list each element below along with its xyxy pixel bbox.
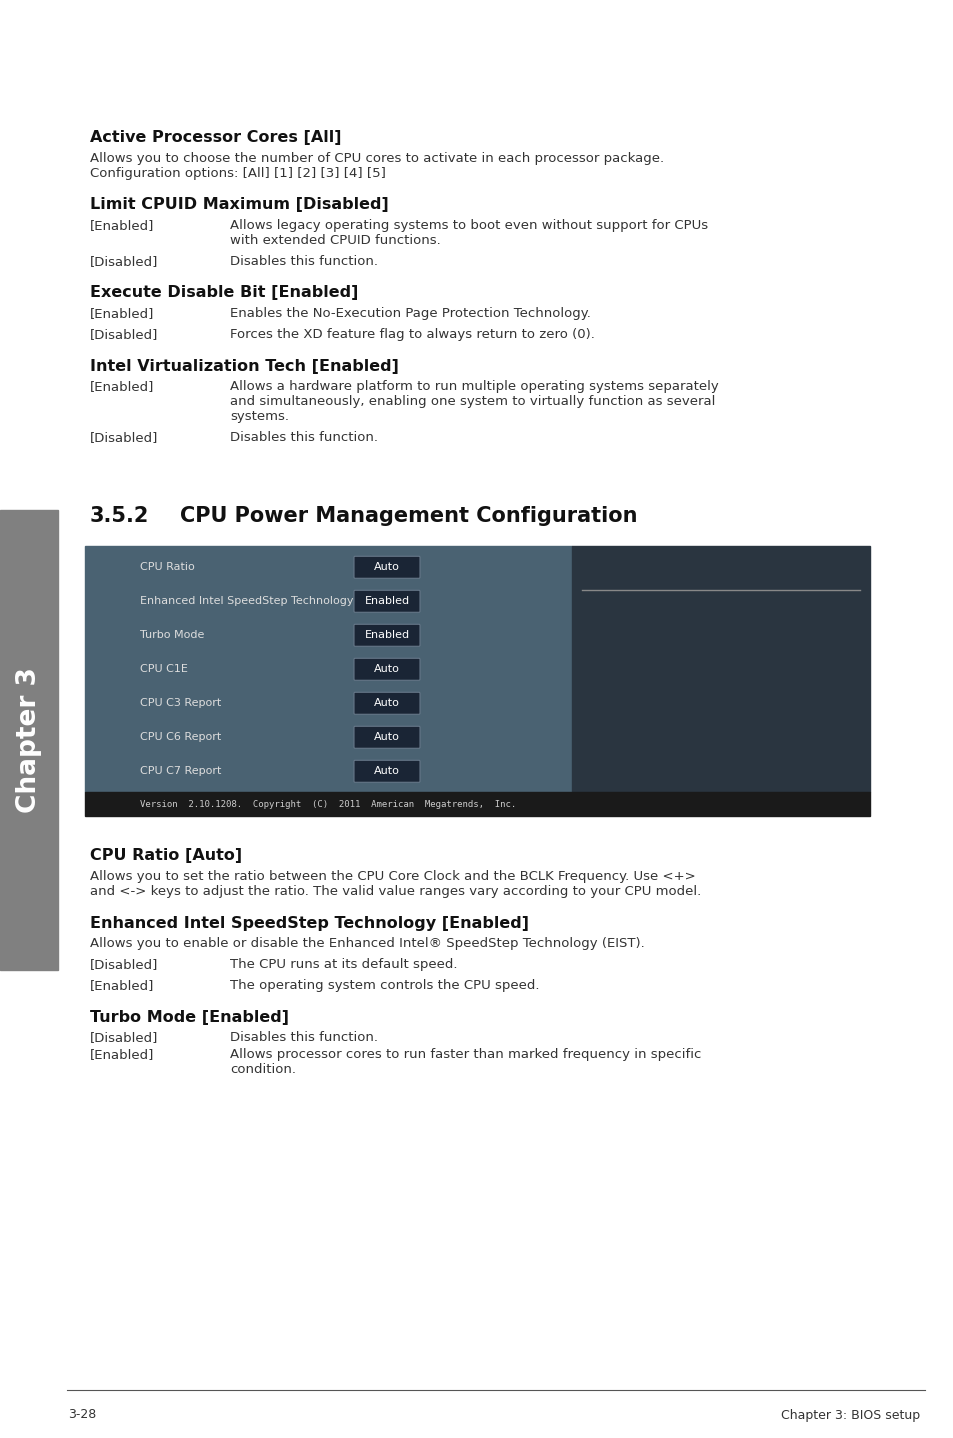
Text: Allows you to set the ratio between the CPU Core Clock and the BCLK Frequency. U: Allows you to set the ratio between the … [90, 870, 695, 883]
FancyBboxPatch shape [354, 761, 419, 782]
Text: Chapter 3: BIOS setup: Chapter 3: BIOS setup [781, 1408, 919, 1422]
Text: CPU Ratio [Auto]: CPU Ratio [Auto] [90, 848, 242, 863]
Text: systems.: systems. [230, 410, 289, 423]
FancyBboxPatch shape [354, 659, 419, 680]
Text: Enhanced Intel SpeedStep Technology: Enhanced Intel SpeedStep Technology [140, 597, 354, 607]
Text: Disables this function.: Disables this function. [230, 255, 377, 267]
Text: Forces the XD feature flag to always return to zero (0).: Forces the XD feature flag to always ret… [230, 328, 595, 341]
FancyBboxPatch shape [354, 557, 419, 578]
Text: and <-> keys to adjust the ratio. The valid value ranges vary according to your : and <-> keys to adjust the ratio. The va… [90, 884, 700, 897]
Text: Execute Disable Bit [Enabled]: Execute Disable Bit [Enabled] [90, 285, 358, 301]
Text: Allows you to choose the number of CPU cores to activate in each processor packa: Allows you to choose the number of CPU c… [90, 152, 663, 165]
Text: Allows processor cores to run faster than marked frequency in specific: Allows processor cores to run faster tha… [230, 1048, 700, 1061]
Text: Auto: Auto [374, 766, 399, 777]
Text: Disables this function.: Disables this function. [230, 430, 377, 443]
Text: [Enabled]: [Enabled] [90, 381, 154, 394]
FancyBboxPatch shape [354, 624, 419, 646]
Text: 3.5.2: 3.5.2 [90, 506, 150, 526]
FancyBboxPatch shape [354, 692, 419, 715]
Text: Active Processor Cores [All]: Active Processor Cores [All] [90, 129, 341, 145]
Text: [Disabled]: [Disabled] [90, 328, 158, 341]
Text: CPU C1E: CPU C1E [140, 664, 188, 674]
Text: [Enabled]: [Enabled] [90, 308, 154, 321]
Text: Enables the No-Execution Page Protection Technology.: Enables the No-Execution Page Protection… [230, 308, 590, 321]
Text: Chapter 3: Chapter 3 [16, 667, 42, 812]
Text: condition.: condition. [230, 1063, 295, 1076]
Text: CPU Ratio: CPU Ratio [140, 562, 194, 572]
Text: Auto: Auto [374, 664, 399, 674]
Text: Enabled: Enabled [364, 630, 409, 640]
Text: 3-28: 3-28 [68, 1408, 96, 1422]
Text: [Disabled]: [Disabled] [90, 958, 158, 971]
Text: Disables this function.: Disables this function. [230, 1031, 377, 1044]
Bar [571, 546, 869, 792]
Text: Turbo Mode [Enabled]: Turbo Mode [Enabled] [90, 1009, 289, 1024]
FancyBboxPatch shape [354, 590, 419, 613]
Bar [85, 546, 571, 792]
Text: CPU C3 Report: CPU C3 Report [140, 699, 221, 709]
Text: Allows you to enable or disable the Enhanced Intel® SpeedStep Technology (EIST).: Allows you to enable or disable the Enha… [90, 938, 644, 951]
Text: The CPU runs at its default speed.: The CPU runs at its default speed. [230, 958, 457, 971]
Text: Configuration options: [All] [1] [2] [3] [4] [5]: Configuration options: [All] [1] [2] [3]… [90, 167, 385, 180]
Text: [Enabled]: [Enabled] [90, 1048, 154, 1061]
Text: CPU C7 Report: CPU C7 Report [140, 766, 221, 777]
Text: [Enabled]: [Enabled] [90, 219, 154, 232]
Bar [0, 510, 58, 971]
Text: Enabled: Enabled [364, 597, 409, 607]
Bar [85, 792, 869, 817]
Text: Turbo Mode: Turbo Mode [140, 630, 204, 640]
Text: Allows a hardware platform to run multiple operating systems separately: Allows a hardware platform to run multip… [230, 381, 718, 394]
Text: [Disabled]: [Disabled] [90, 1031, 158, 1044]
Text: [Disabled]: [Disabled] [90, 430, 158, 443]
Text: Limit CPUID Maximum [Disabled]: Limit CPUID Maximum [Disabled] [90, 197, 388, 213]
Text: Auto: Auto [374, 732, 399, 742]
Text: Enhanced Intel SpeedStep Technology [Enabled]: Enhanced Intel SpeedStep Technology [Ena… [90, 916, 529, 930]
Text: The operating system controls the CPU speed.: The operating system controls the CPU sp… [230, 979, 539, 992]
Text: Auto: Auto [374, 699, 399, 709]
Text: and simultaneously, enabling one system to virtually function as several: and simultaneously, enabling one system … [230, 395, 715, 408]
Text: [Disabled]: [Disabled] [90, 255, 158, 267]
Text: with extended CPUID functions.: with extended CPUID functions. [230, 234, 440, 247]
Text: CPU C6 Report: CPU C6 Report [140, 732, 221, 742]
FancyBboxPatch shape [354, 726, 419, 748]
Text: Allows legacy operating systems to boot even without support for CPUs: Allows legacy operating systems to boot … [230, 219, 707, 232]
Text: Version  2.10.1208.  Copyright  (C)  2011  American  Megatrends,  Inc.: Version 2.10.1208. Copyright (C) 2011 Am… [140, 800, 516, 808]
Text: Auto: Auto [374, 562, 399, 572]
Text: CPU Power Management Configuration: CPU Power Management Configuration [180, 506, 637, 526]
Text: Intel Virtualization Tech [Enabled]: Intel Virtualization Tech [Enabled] [90, 358, 398, 374]
Text: [Enabled]: [Enabled] [90, 979, 154, 992]
